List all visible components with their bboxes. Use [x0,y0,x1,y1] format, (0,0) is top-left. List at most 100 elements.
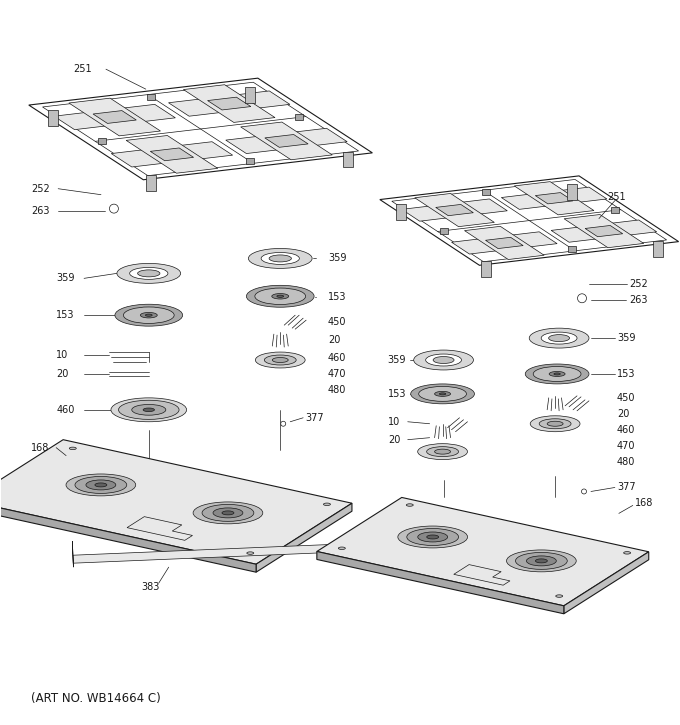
Text: 460: 460 [56,405,75,415]
Polygon shape [226,128,347,154]
Polygon shape [343,152,354,167]
Ellipse shape [581,489,586,494]
Ellipse shape [69,447,76,450]
Ellipse shape [75,476,126,494]
Text: 263: 263 [31,206,50,215]
Ellipse shape [507,550,576,572]
Text: 377: 377 [305,413,324,423]
Polygon shape [0,439,352,564]
Text: 450: 450 [617,393,635,403]
Polygon shape [611,207,619,213]
Polygon shape [54,104,175,130]
Text: 168: 168 [635,498,653,508]
Ellipse shape [86,480,116,490]
Polygon shape [585,225,623,237]
Text: 359: 359 [56,273,75,283]
Ellipse shape [272,294,289,299]
Ellipse shape [146,314,152,316]
Text: 251: 251 [73,65,92,74]
Polygon shape [150,148,194,161]
Text: 20: 20 [388,435,400,444]
Polygon shape [568,246,576,252]
Ellipse shape [411,384,475,404]
Ellipse shape [109,204,118,213]
Polygon shape [567,184,577,200]
Polygon shape [317,497,649,606]
Text: 252: 252 [629,279,647,289]
Text: 252: 252 [31,183,50,194]
Ellipse shape [435,450,451,454]
Polygon shape [265,135,308,147]
Ellipse shape [143,408,154,412]
Ellipse shape [123,307,174,323]
Polygon shape [112,141,233,167]
Polygon shape [359,529,360,555]
Text: 480: 480 [328,385,346,395]
Polygon shape [452,232,557,254]
Ellipse shape [418,532,447,542]
Text: 359: 359 [388,355,407,365]
Text: 20: 20 [56,369,69,379]
Polygon shape [501,187,607,210]
Ellipse shape [427,535,439,539]
Ellipse shape [130,268,168,279]
Text: 470: 470 [328,369,347,379]
Ellipse shape [202,505,254,521]
Ellipse shape [222,511,234,515]
Polygon shape [653,241,663,257]
Ellipse shape [256,352,305,368]
Ellipse shape [398,526,468,548]
Polygon shape [256,503,352,572]
Text: 377: 377 [617,482,636,492]
Polygon shape [126,136,218,173]
Polygon shape [396,204,406,220]
Polygon shape [207,97,251,110]
Ellipse shape [577,294,586,303]
Text: 450: 450 [328,317,347,327]
Polygon shape [535,193,573,204]
Polygon shape [454,565,510,585]
Ellipse shape [529,328,589,348]
Polygon shape [564,552,649,614]
Polygon shape [415,194,494,227]
Text: 153: 153 [328,292,347,302]
Text: 359: 359 [328,254,347,263]
Ellipse shape [624,552,630,554]
Ellipse shape [213,508,243,518]
Polygon shape [241,122,333,160]
Polygon shape [146,175,156,191]
Polygon shape [295,115,303,120]
Text: 359: 359 [617,333,635,343]
Ellipse shape [526,556,556,566]
Ellipse shape [339,547,345,550]
Text: 10: 10 [56,350,69,360]
Ellipse shape [435,392,451,397]
Ellipse shape [269,255,292,262]
Ellipse shape [554,373,560,375]
Ellipse shape [115,304,183,326]
Ellipse shape [549,371,565,376]
Text: 251: 251 [607,191,626,202]
Ellipse shape [193,502,262,524]
Polygon shape [169,91,290,116]
Ellipse shape [426,354,462,366]
Polygon shape [514,182,594,215]
Polygon shape [402,199,507,221]
Ellipse shape [439,393,446,395]
Polygon shape [127,517,192,540]
Polygon shape [246,158,254,164]
Ellipse shape [117,263,181,283]
Polygon shape [551,220,657,242]
Ellipse shape [66,474,136,496]
Ellipse shape [530,415,580,431]
Ellipse shape [261,252,299,265]
Text: 153: 153 [388,389,407,399]
Text: 10: 10 [388,417,400,427]
Polygon shape [48,110,58,126]
Ellipse shape [281,421,286,426]
Ellipse shape [247,552,254,555]
Ellipse shape [407,529,458,545]
Ellipse shape [324,503,330,505]
Ellipse shape [413,350,473,370]
Ellipse shape [272,357,288,362]
